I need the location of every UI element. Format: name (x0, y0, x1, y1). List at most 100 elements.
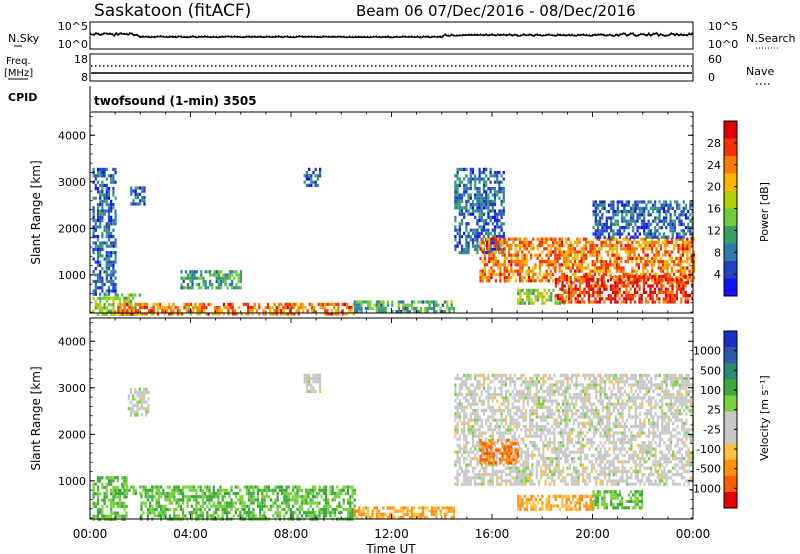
velocity-cell (318, 511, 321, 515)
velocity-cell (197, 495, 200, 499)
power-cell (508, 279, 511, 283)
velocity-cell (524, 386, 527, 390)
velocity-cell (234, 491, 237, 496)
velocity-cell (540, 469, 543, 473)
power-cell (94, 177, 97, 181)
velocity-cell (413, 506, 416, 510)
velocity-cell (515, 482, 519, 486)
power-cell (139, 192, 142, 196)
velocity-cell (511, 463, 514, 467)
power-cell (101, 209, 104, 213)
power-cell (490, 237, 493, 241)
velocity-cell (281, 488, 284, 492)
power-cell (458, 238, 461, 242)
velocity-cell (465, 450, 468, 454)
power-cell (503, 276, 506, 280)
velocity-cell (129, 391, 133, 395)
power-cell (640, 222, 644, 226)
velocity-cell (208, 507, 211, 512)
velocity-cell (138, 400, 141, 404)
velocity-cell (480, 479, 483, 483)
velocity-cell (153, 514, 156, 518)
velocity-cell (199, 507, 202, 512)
power-cell (614, 284, 617, 288)
power-cell (574, 300, 577, 304)
velocity-cell (480, 460, 483, 464)
velocity-cell (454, 450, 457, 454)
power-cell (202, 279, 205, 283)
power-cell (492, 260, 495, 264)
velocity-cell (482, 476, 486, 480)
power-cell (303, 180, 306, 184)
velocity-cell (248, 507, 251, 512)
power-cell (692, 269, 695, 273)
velocity-cell (507, 389, 510, 393)
velocity-cell (548, 393, 552, 397)
power-cell (579, 287, 582, 291)
power-cell (96, 279, 100, 283)
power-cell (642, 256, 645, 260)
power-cell (264, 312, 267, 316)
velocity-cell (522, 463, 525, 467)
power-cell (646, 240, 649, 244)
velocity-cell (502, 434, 505, 438)
power-cell (532, 276, 535, 280)
velocity-cell (193, 495, 196, 499)
power-cell (574, 260, 577, 264)
power-cell (671, 219, 674, 223)
power-cell (688, 269, 691, 273)
power-cell (454, 215, 457, 219)
power-cell (587, 287, 590, 291)
power-cell (482, 219, 486, 223)
power-cell (593, 260, 596, 264)
velocity-cell (110, 492, 113, 496)
velocity-cell (378, 512, 381, 516)
velocity-cell (465, 437, 468, 441)
velocity-cell (195, 495, 198, 499)
power-cell (92, 219, 95, 223)
power-cell (534, 266, 537, 270)
velocity-cell (518, 469, 521, 473)
velocity-cell (496, 463, 499, 467)
velocity-cell (524, 425, 527, 429)
velocity-cell (491, 409, 494, 413)
power-cell (446, 306, 449, 310)
velocity-cell (520, 476, 523, 480)
velocity-cell (182, 514, 185, 518)
power-cell (673, 297, 676, 301)
velocity-cell (107, 498, 111, 502)
velocity-cell (553, 434, 556, 438)
power-cell (662, 269, 665, 273)
power-cell (594, 206, 597, 210)
power-cell (576, 269, 579, 273)
power-cell (568, 297, 571, 301)
power-cell (611, 276, 614, 280)
power-cell (689, 232, 692, 236)
power-cell (541, 292, 544, 296)
power-cell (112, 177, 115, 181)
power-cell (343, 312, 347, 316)
power-cell (647, 235, 650, 239)
power-cell (503, 250, 506, 254)
power-cell (576, 279, 579, 283)
power-cell (488, 272, 491, 276)
power-cell (618, 240, 621, 244)
power-cell (494, 244, 497, 248)
velocity-cell (498, 482, 501, 486)
velocity-cell (367, 516, 370, 520)
velocity-cell (546, 441, 549, 445)
power-cell (605, 210, 608, 214)
power-cell (310, 302, 314, 306)
power-cell (635, 272, 638, 276)
power-cell (180, 276, 183, 280)
power-cell (353, 303, 356, 307)
velocity-cell (518, 447, 521, 451)
power-cell (496, 219, 499, 223)
power-cell (94, 273, 97, 277)
power-cell (648, 244, 651, 248)
power-cell (640, 247, 643, 251)
power-cell (251, 309, 254, 313)
power-cell (480, 215, 483, 219)
power-cell (224, 279, 227, 283)
power-cell (510, 260, 513, 264)
